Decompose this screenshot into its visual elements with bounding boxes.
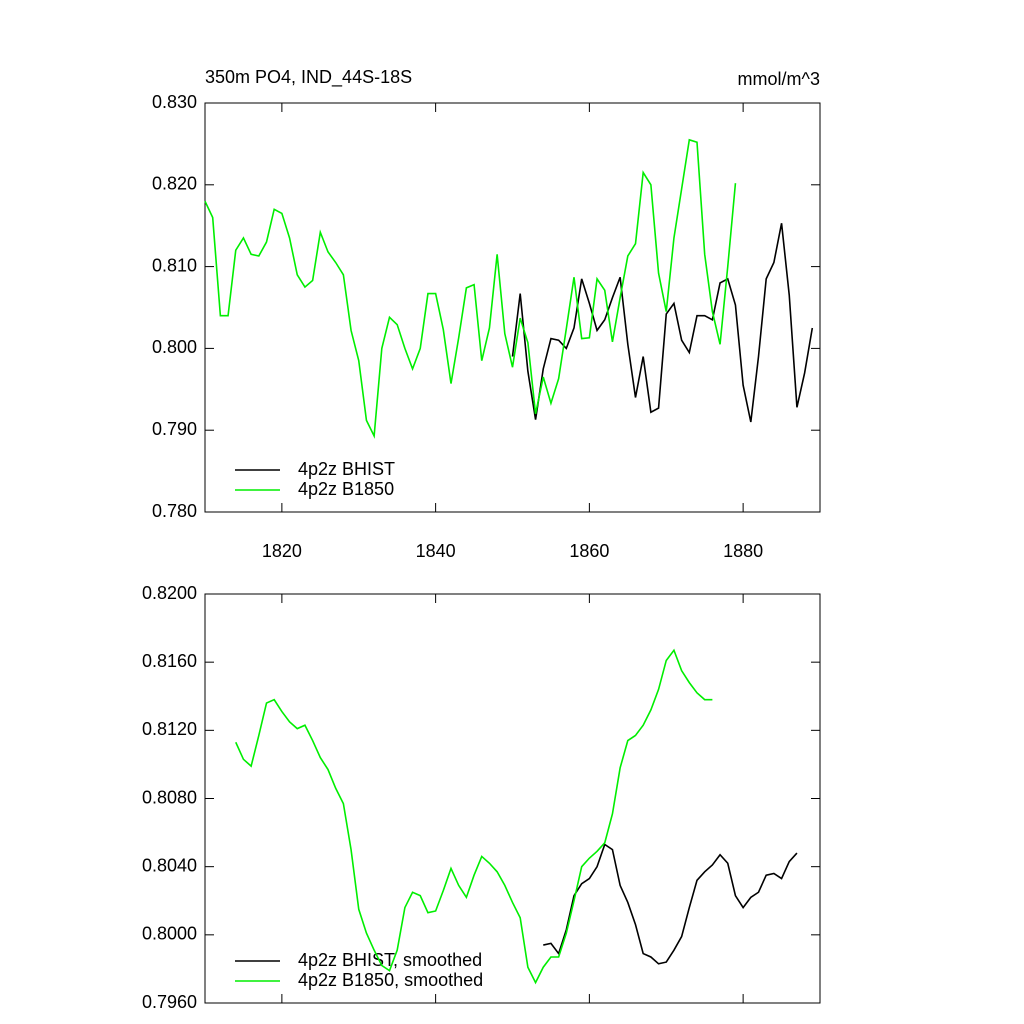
x-tick-label: 1820 — [262, 541, 302, 561]
y-tick-label: 0.800 — [152, 337, 197, 357]
plot-frame — [204, 593, 821, 1004]
y-tick-label: 0.8160 — [142, 651, 197, 671]
series-line — [543, 843, 798, 965]
units-label: mmol/m^3 — [738, 69, 820, 89]
y-tick-label: 0.8040 — [142, 855, 197, 875]
plot-frame — [204, 102, 821, 513]
y-tick-label: 0.7960 — [142, 992, 197, 1012]
series-line — [235, 648, 713, 985]
series-line — [204, 138, 737, 439]
x-tick-label: 1860 — [569, 541, 609, 561]
x-tick-label: 1880 — [723, 541, 763, 561]
y-tick-label: 0.8080 — [142, 787, 197, 807]
legend-label: 4p2z BHIST, smoothed — [298, 950, 482, 970]
series-line — [511, 223, 814, 423]
x-tick-label: 1840 — [416, 541, 456, 561]
legend-label: 4p2z B1850 — [298, 479, 394, 499]
legend-label: 4p2z B1850, smoothed — [298, 970, 483, 990]
y-tick-label: 0.820 — [152, 174, 197, 194]
y-tick-label: 0.810 — [152, 255, 197, 275]
y-tick-label: 0.8200 — [142, 583, 197, 603]
chart-title: 350m PO4, IND_44S-18S — [205, 67, 412, 88]
y-tick-label: 0.790 — [152, 419, 197, 439]
y-tick-label: 0.8120 — [142, 719, 197, 739]
legend-label: 4p2z BHIST — [298, 459, 395, 479]
y-tick-label: 0.830 — [152, 92, 197, 112]
y-tick-label: 0.780 — [152, 501, 197, 521]
y-tick-label: 0.8000 — [142, 924, 197, 944]
